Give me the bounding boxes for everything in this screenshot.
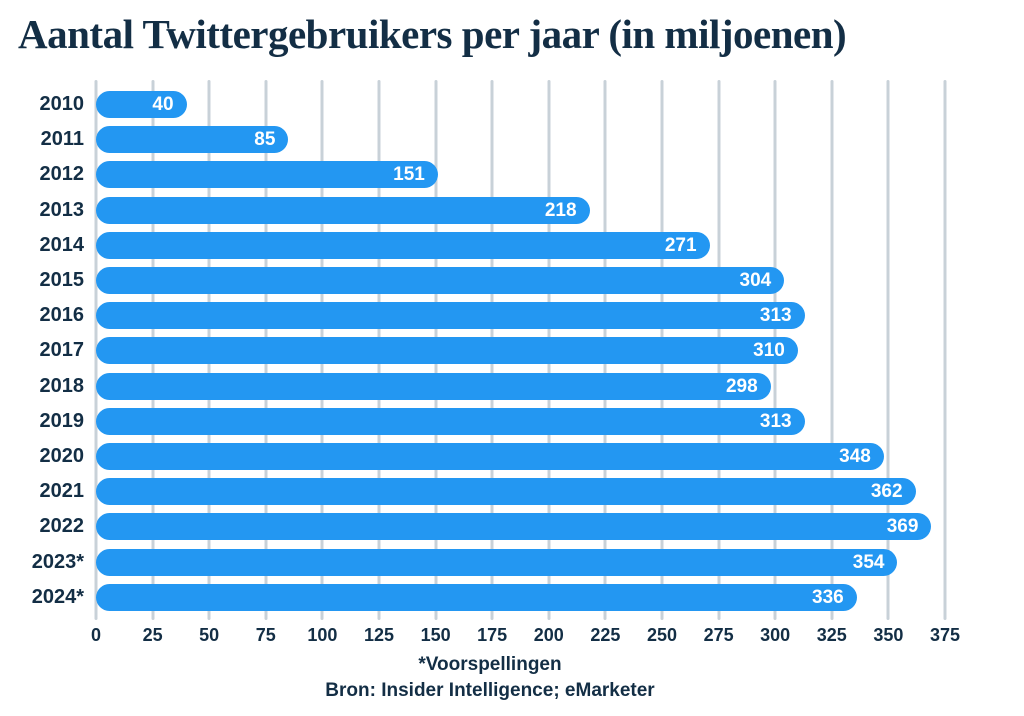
year-label: 2018 (39, 374, 85, 397)
bar: 348 (96, 443, 884, 470)
year-label: 2014 (39, 233, 85, 256)
x-tick-label: 200 (533, 625, 564, 645)
bar-value-label: 348 (839, 446, 871, 467)
bar: 313 (96, 302, 805, 330)
year-label: 2017 (39, 339, 85, 362)
bar-value-label: 151 (393, 164, 425, 186)
bar-value-label: 85 (254, 129, 276, 151)
bar-value-label: 304 (739, 270, 772, 291)
bar-value-label: 369 (886, 516, 919, 538)
x-tick-label: 0 (90, 625, 101, 645)
x-tick-label: 75 (255, 625, 276, 645)
bar: 313 (96, 407, 805, 435)
gridline (830, 80, 834, 620)
bar-value-label: 218 (544, 199, 577, 221)
bar: 85 (96, 126, 289, 154)
plot-area: 0 25 50 75 100 125 150 175 200 225 250 275 300 325 350… (32, 80, 960, 645)
x-tick-label: 25 (142, 625, 163, 645)
year-label: 2011 (40, 128, 84, 151)
year-label: 2010 (39, 93, 85, 115)
footnote: *Voorspellingen (418, 654, 562, 675)
bar-value-label: 313 (759, 410, 792, 432)
year-label: 2021 (39, 480, 85, 503)
gridline (886, 80, 890, 620)
x-tick-label: 175 (477, 625, 508, 645)
x-tick-label: 300 (760, 625, 791, 645)
bar: 369 (96, 513, 932, 541)
bar: 362 (96, 478, 916, 506)
x-tick-label: 125 (363, 625, 395, 645)
bar: 298 (96, 372, 771, 400)
x-tick-label: 225 (590, 625, 621, 645)
bar-value-label: 40 (152, 94, 174, 115)
bar-value-label: 310 (753, 340, 785, 362)
year-label: 2012 (39, 163, 85, 186)
year-label: 2023* (31, 550, 84, 573)
x-tick-label: 275 (703, 625, 734, 645)
bar-value-label: 362 (870, 481, 903, 503)
year-label: 2019 (39, 409, 85, 432)
x-tick-label: 325 (816, 625, 847, 645)
bar: 336 (96, 583, 857, 611)
bar-value-label: 271 (664, 234, 697, 256)
x-tick-label: 350 (873, 625, 904, 645)
gridline (943, 80, 947, 620)
x-tick-label: 50 (199, 625, 220, 645)
x-tick-label: 150 (420, 625, 451, 645)
x-tick-label: 250 (646, 625, 678, 645)
bar-value-label: 336 (812, 586, 844, 608)
year-label: 2013 (39, 198, 85, 221)
year-label: 2022 (39, 515, 85, 538)
bar: 218 (96, 196, 590, 224)
source-credit: Bron: Insider Intelligence; eMarketer (325, 680, 655, 701)
bar: 304 (96, 267, 785, 294)
bar: 40 (96, 91, 187, 118)
x-tick-label: 100 (307, 625, 338, 645)
year-label: 2020 (39, 445, 85, 467)
chart-title: Aantal Twittergebruikers per jaar (in mi… (18, 11, 847, 57)
year-label: 2015 (39, 269, 85, 291)
bar-value-label: 354 (852, 551, 885, 573)
bar: 271 (96, 231, 710, 259)
bar: 354 (96, 548, 898, 576)
year-label: 2016 (39, 304, 85, 327)
bar-value-label: 298 (725, 375, 758, 397)
bar-value-label: 313 (759, 305, 792, 327)
year-label: 2024* (31, 585, 84, 608)
bar: 151 (96, 161, 438, 189)
bar: 310 (96, 337, 798, 365)
x-tick-label: 375 (929, 625, 961, 645)
